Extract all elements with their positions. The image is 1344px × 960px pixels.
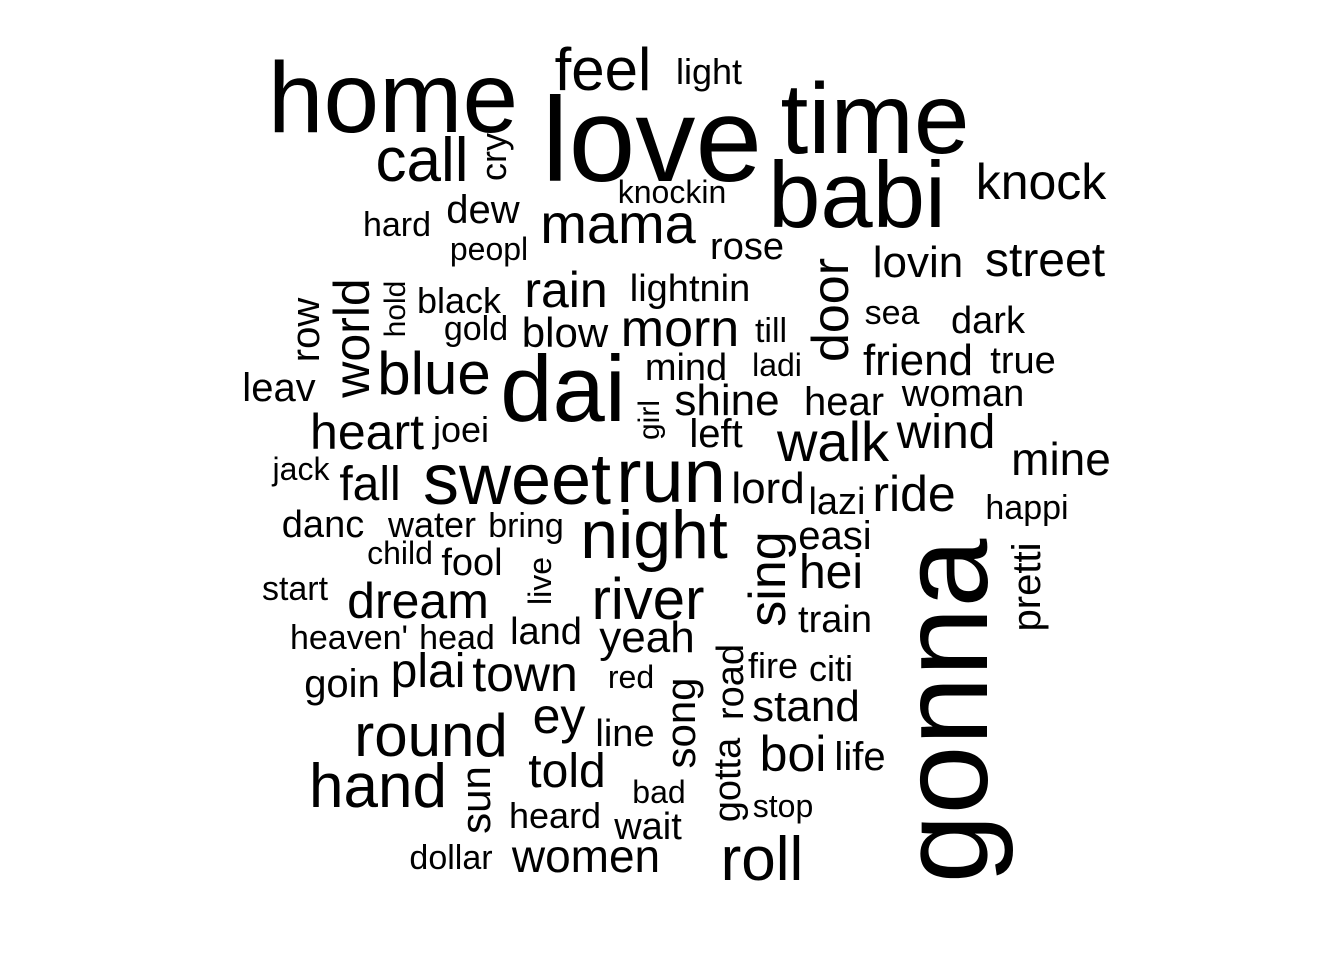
word-world: world bbox=[324, 278, 380, 398]
word-jack: jack bbox=[272, 451, 330, 487]
word-till: till bbox=[754, 312, 788, 350]
word-wind: wind bbox=[896, 406, 996, 459]
word-road: road bbox=[710, 643, 752, 721]
word-roll: roll bbox=[720, 825, 804, 894]
word-hard: hard bbox=[362, 206, 432, 244]
word-yeah: yeah bbox=[599, 613, 695, 662]
word-stop: stop bbox=[752, 788, 814, 824]
word-mama: mama bbox=[540, 192, 696, 255]
word-dark: dark bbox=[951, 300, 1025, 342]
word-fool: fool bbox=[441, 542, 503, 584]
word-shine: shine bbox=[674, 376, 780, 425]
word-time: time bbox=[780, 63, 970, 175]
word-land: land bbox=[510, 611, 582, 653]
word-ladi: ladi bbox=[752, 347, 802, 383]
word-town: town bbox=[472, 646, 578, 702]
word-hand: hand bbox=[309, 752, 447, 821]
word-leav: leav bbox=[242, 366, 316, 410]
word-friend: friend bbox=[862, 336, 974, 385]
word-blow: blow bbox=[521, 309, 609, 356]
word-told: told bbox=[528, 745, 606, 798]
word-dai: dai bbox=[500, 336, 626, 441]
word-black: black bbox=[416, 280, 502, 321]
word-door: door bbox=[802, 257, 860, 363]
word-home: home bbox=[267, 42, 519, 154]
word-night: night bbox=[580, 497, 728, 573]
word-dew: dew bbox=[446, 188, 520, 232]
word-true: true bbox=[990, 340, 1056, 382]
word-stand: stand bbox=[752, 682, 860, 731]
word-boi: boi bbox=[759, 726, 827, 782]
word-knock: knock bbox=[975, 154, 1107, 210]
word-goin: goin bbox=[304, 662, 380, 706]
word-joei: joei bbox=[432, 409, 490, 450]
word-heard: heard bbox=[508, 795, 602, 836]
word-lord: lord bbox=[731, 464, 805, 513]
word-peopl: peopl bbox=[449, 231, 529, 267]
word-line: line bbox=[595, 713, 655, 755]
word-start: start bbox=[261, 570, 329, 608]
word-train: train bbox=[798, 599, 872, 641]
word-heart: heart bbox=[310, 404, 424, 460]
word-mine: mine bbox=[1011, 433, 1111, 485]
word-left: left bbox=[689, 412, 743, 456]
word-life: life bbox=[834, 735, 886, 779]
word-mind: mind bbox=[644, 347, 728, 389]
word-rose: rose bbox=[710, 226, 784, 268]
word-ride: ride bbox=[872, 466, 956, 522]
word-sweet: sweet bbox=[422, 440, 612, 520]
word-hold: hold bbox=[379, 280, 412, 338]
word-gold: gold bbox=[443, 310, 509, 348]
word-citi: citi bbox=[809, 648, 853, 689]
word-plai: plai bbox=[390, 645, 466, 698]
word-happi: happi bbox=[985, 489, 1069, 527]
word-song: song bbox=[657, 677, 704, 769]
word-gotta: gotta bbox=[707, 737, 749, 823]
word-danc: danc bbox=[281, 504, 365, 546]
word-ey: ey bbox=[532, 688, 586, 744]
word-bad: bad bbox=[632, 774, 686, 810]
word-water: water bbox=[387, 504, 477, 545]
word-morn: morn bbox=[620, 300, 740, 358]
word-red: red bbox=[607, 659, 655, 695]
word-round: round bbox=[354, 702, 508, 769]
word-fire: fire bbox=[747, 645, 799, 686]
word-gonna: gonna bbox=[876, 538, 1014, 884]
word-bring: bring bbox=[488, 507, 564, 545]
word-wait: wait bbox=[614, 806, 682, 848]
word-cry: cry bbox=[473, 133, 514, 181]
word-street: street bbox=[984, 234, 1106, 287]
word-babi: babi bbox=[768, 142, 946, 247]
word-sun: sun bbox=[452, 766, 499, 834]
word-woman: woman bbox=[901, 373, 1025, 415]
word-hei: hei bbox=[798, 546, 864, 599]
word-women: women bbox=[511, 830, 661, 882]
word-blue: blue bbox=[377, 340, 491, 407]
word-light: light bbox=[675, 51, 743, 92]
word-dream: dream bbox=[347, 573, 489, 629]
word-fall: fall bbox=[339, 458, 401, 511]
word-easi: easi bbox=[798, 514, 872, 558]
word-call: call bbox=[375, 126, 469, 195]
word-knockin: knockin bbox=[617, 174, 727, 210]
word-walk: walk bbox=[776, 410, 890, 473]
word-heaven: heaven' bbox=[289, 619, 409, 657]
word-dollar: dollar bbox=[409, 839, 493, 877]
word-row: row bbox=[284, 297, 328, 363]
word-love: love bbox=[541, 73, 763, 207]
word-child: child bbox=[367, 535, 433, 571]
word-sing: sing bbox=[739, 531, 797, 627]
word-feel: feel bbox=[554, 36, 652, 103]
word-lovin: lovin bbox=[872, 238, 964, 287]
word-head: head bbox=[419, 619, 495, 657]
word-lightnin: lightnin bbox=[629, 268, 751, 310]
word-river: river bbox=[591, 567, 705, 632]
word-run: run bbox=[616, 434, 726, 519]
word-hear: hear bbox=[803, 380, 885, 424]
word-lazi: lazi bbox=[808, 481, 866, 523]
word-rain: rain bbox=[524, 262, 608, 318]
word-live: live bbox=[522, 556, 558, 606]
word-sea: sea bbox=[864, 294, 920, 332]
